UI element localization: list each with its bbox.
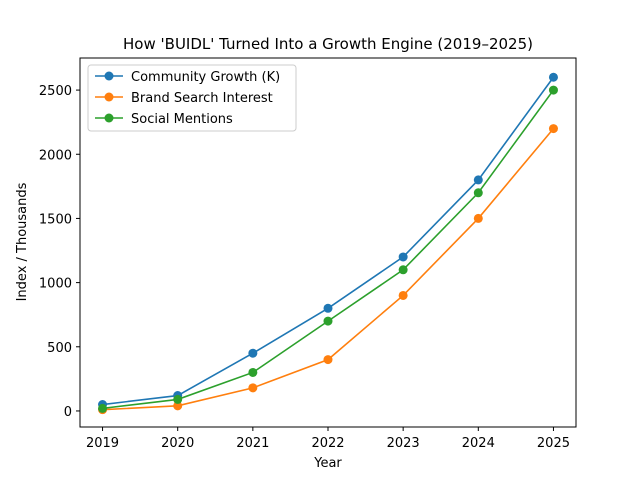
x-axis-label: Year [313, 456, 342, 471]
y-axis-ticks: 0 500 1000 1500 2000 2500 [39, 84, 80, 420]
legend-marker [104, 71, 114, 81]
y-axis-label: Index / Thousands [15, 182, 30, 301]
data-point [323, 355, 333, 365]
data-point [323, 316, 333, 326]
data-point [473, 175, 483, 185]
legend-item: Community Growth (K) [95, 70, 280, 85]
x-tick-label: 2021 [236, 436, 269, 451]
legend: Community Growth (K) Brand Search Interes… [87, 64, 297, 132]
data-point [548, 72, 558, 82]
data-point [248, 383, 258, 393]
series-3 [98, 85, 558, 413]
y-tick-label: 2500 [39, 84, 72, 99]
legend-item: Brand Search Interest [95, 91, 273, 106]
y-tick-label: 1000 [39, 277, 72, 292]
legend-item: Social Mentions [95, 112, 233, 127]
y-tick-label: 1500 [39, 212, 72, 227]
data-point [248, 367, 258, 377]
data-point [398, 252, 408, 262]
data-point [398, 290, 408, 300]
legend-marker [104, 113, 114, 123]
x-tick-label: 2022 [311, 436, 344, 451]
data-point [473, 213, 483, 223]
series-layer [98, 72, 558, 415]
legend-label: Brand Search Interest [131, 91, 273, 106]
data-point [473, 188, 483, 198]
data-point [173, 394, 183, 404]
data-point [398, 265, 408, 275]
data-point [173, 401, 183, 411]
y-tick-label: 0 [64, 405, 72, 420]
x-tick-label: 2025 [537, 436, 570, 451]
data-point [98, 403, 108, 413]
x-tick-label: 2023 [387, 436, 420, 451]
legend-marker [104, 92, 114, 102]
x-tick-label: 2020 [161, 436, 194, 451]
x-tick-label: 2024 [462, 436, 495, 451]
legend-label: Social Mentions [131, 112, 233, 127]
data-point [323, 303, 333, 313]
data-point [548, 85, 558, 95]
x-tick-label: 2019 [86, 436, 119, 451]
y-tick-label: 2000 [39, 148, 72, 163]
legend-box [87, 64, 297, 132]
chart-title: How 'BUIDL' Turned Into a Growth Engine … [123, 35, 533, 53]
data-point [548, 124, 558, 134]
x-axis-ticks: 2019 2020 2021 2022 2023 2024 2025 [86, 427, 570, 451]
data-point [248, 348, 258, 358]
y-tick-label: 500 [47, 341, 72, 356]
legend-label: Community Growth (K) [131, 70, 280, 85]
